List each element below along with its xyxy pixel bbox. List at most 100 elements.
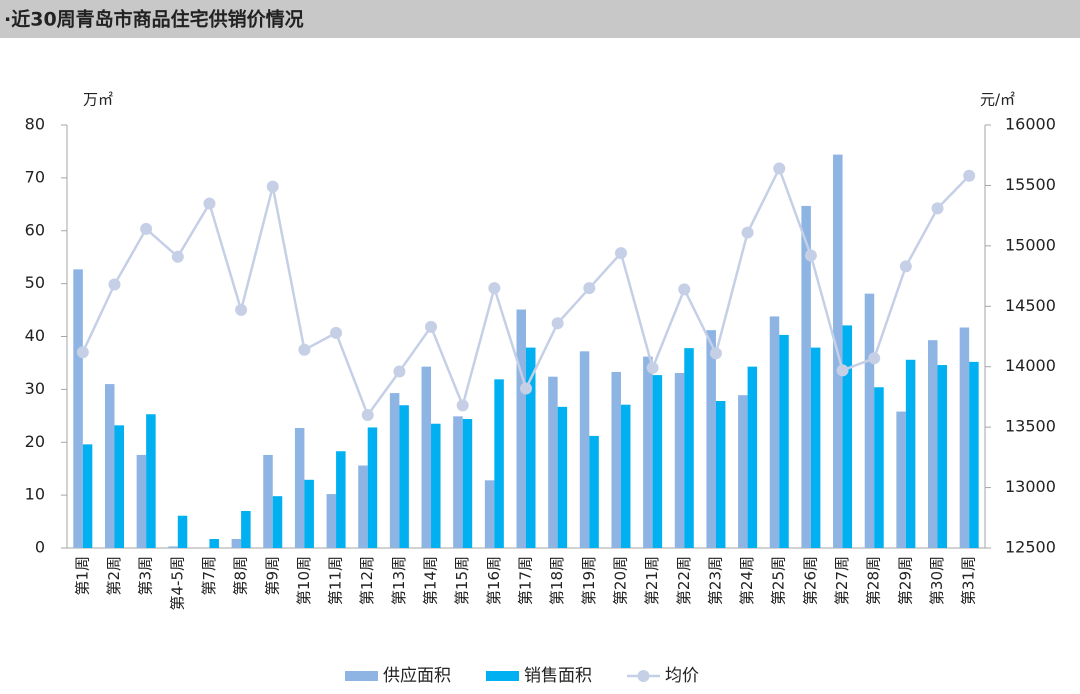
x-tick-label: 第11周 xyxy=(327,556,345,605)
x-tick-label: 第21周 xyxy=(643,556,661,605)
y-tick-label: 40 xyxy=(25,326,45,345)
y-tick-label: 70 xyxy=(25,167,45,186)
bar xyxy=(801,205,811,548)
bar xyxy=(526,347,536,548)
bar xyxy=(769,316,780,548)
chart-title: ·近30周青岛市商品住宅供销价情况 xyxy=(4,8,304,31)
x-tick-label: 第24周 xyxy=(738,556,756,605)
bar xyxy=(399,405,409,548)
y2-tick-label: 15000 xyxy=(1005,235,1056,254)
line-marker xyxy=(108,278,121,291)
bar xyxy=(104,384,115,548)
line-marker xyxy=(741,226,754,239)
line-marker xyxy=(614,247,627,260)
line-marker xyxy=(76,346,89,359)
bar xyxy=(874,387,884,548)
x-tick-label: 第15周 xyxy=(453,556,471,605)
bar xyxy=(272,496,283,548)
x-tick-label: 第9周 xyxy=(263,556,281,596)
line-marker xyxy=(140,222,153,235)
y2-tick-label: 13000 xyxy=(1005,477,1056,496)
line-marker xyxy=(266,180,279,193)
line-marker xyxy=(646,361,659,374)
y-tick-label: 30 xyxy=(25,379,45,398)
line-marker xyxy=(520,382,532,395)
bar xyxy=(136,454,147,548)
bar xyxy=(231,539,242,548)
bar xyxy=(548,376,558,548)
line-marker xyxy=(773,162,786,175)
x-tick-label: 第23周 xyxy=(706,556,724,605)
bar xyxy=(864,293,875,548)
y-tick-label: 60 xyxy=(25,220,45,239)
line-marker xyxy=(235,303,248,316)
bar xyxy=(810,347,821,548)
bar xyxy=(453,416,463,548)
bar xyxy=(358,465,368,548)
legend-swatch xyxy=(345,671,378,681)
y2-tick-label: 16000 xyxy=(1005,115,1056,134)
line-marker xyxy=(899,260,912,273)
bar xyxy=(241,510,251,548)
line-marker xyxy=(678,283,691,296)
bar xyxy=(896,411,906,548)
legend-label: 均价 xyxy=(665,666,699,686)
bar xyxy=(842,325,853,548)
bar xyxy=(620,404,631,548)
x-tick-label: 第13周 xyxy=(390,556,408,605)
legend-label: 供应面积 xyxy=(383,666,451,686)
line-marker xyxy=(551,317,564,330)
bar xyxy=(168,546,178,548)
y-tick-label: 10 xyxy=(25,485,45,504)
legend-label: 销售面积 xyxy=(524,666,592,686)
bar xyxy=(114,425,124,548)
x-tick-label: 第22周 xyxy=(675,556,693,605)
bar xyxy=(905,359,916,548)
x-tick-label: 第16周 xyxy=(485,556,503,605)
y-tick-label: 0 xyxy=(35,538,45,557)
x-tick-label: 第18周 xyxy=(548,556,566,605)
y2-tick-label: 13500 xyxy=(1005,417,1056,436)
line-marker xyxy=(203,197,216,210)
bar xyxy=(652,375,663,548)
bar xyxy=(263,454,273,548)
line-marker xyxy=(330,326,343,339)
bar xyxy=(336,451,346,548)
y-tick-label: 20 xyxy=(25,432,45,451)
x-tick-label: 第10周 xyxy=(295,556,313,605)
x-tick-label: 第2周 xyxy=(105,556,123,596)
bar xyxy=(462,418,473,548)
line-marker xyxy=(583,282,596,295)
x-tick-label: 第27周 xyxy=(833,556,851,605)
y-tick-label: 50 xyxy=(25,273,45,292)
x-tick-label: 第8周 xyxy=(232,556,250,596)
bar xyxy=(611,371,621,548)
bar xyxy=(928,340,938,548)
bar xyxy=(73,269,83,548)
bar xyxy=(146,414,156,548)
bar xyxy=(969,361,979,548)
header-bar xyxy=(0,0,1080,38)
bar xyxy=(304,479,314,548)
bar xyxy=(326,494,337,548)
line-marker xyxy=(393,365,406,378)
line-marker xyxy=(488,282,501,295)
bar xyxy=(209,539,219,548)
x-tick-label: 第28周 xyxy=(865,556,883,605)
bar xyxy=(177,515,188,548)
x-tick-label: 第7周 xyxy=(200,556,218,596)
bar xyxy=(367,427,378,548)
x-tick-label: 第3周 xyxy=(137,556,155,596)
bar xyxy=(959,327,970,548)
line-marker xyxy=(963,169,976,182)
line-marker xyxy=(709,347,722,360)
x-tick-label: 第1周 xyxy=(73,556,91,596)
bar xyxy=(643,356,653,548)
bar xyxy=(421,366,432,548)
bar xyxy=(389,393,400,548)
bar xyxy=(557,406,568,548)
y2-tick-label: 12500 xyxy=(1005,538,1056,557)
x-tick-label: 第19周 xyxy=(580,556,598,605)
x-tick-label: 第30周 xyxy=(928,556,946,605)
